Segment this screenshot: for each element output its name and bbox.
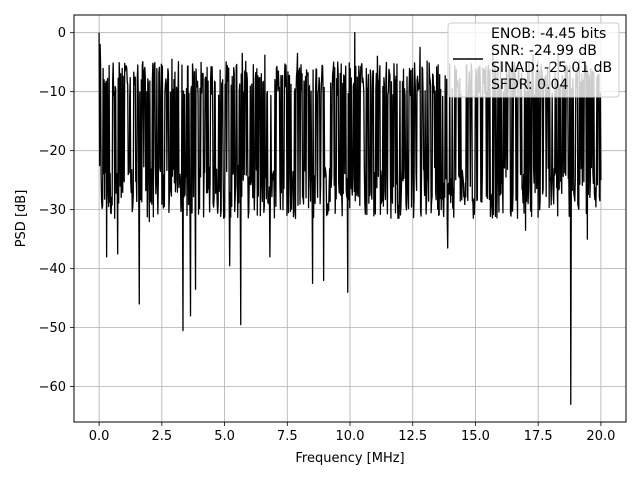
y-tick-label: −20	[39, 144, 66, 159]
y-axis-label: PSD [dB]	[14, 190, 29, 248]
x-tick-label: 15.0	[461, 429, 490, 444]
x-tick-label: 20.0	[586, 429, 615, 444]
x-tick-label: 2.5	[151, 429, 172, 444]
legend-box	[447, 22, 620, 98]
x-tick-label: 10.0	[336, 429, 365, 444]
x-tick-label: 17.5	[524, 429, 553, 444]
x-tick-label: 5.0	[214, 429, 235, 444]
legend: ENOB: -4.45 bits SNR: -24.99 dB SINAD: -…	[447, 22, 620, 98]
legend-entry-enob: ENOB: -4.45 bits	[491, 26, 606, 42]
y-tick-label: 0	[58, 26, 66, 41]
y-tick-label: −50	[39, 321, 66, 336]
x-tick-label: 0.0	[89, 429, 110, 444]
x-tick-label: 7.5	[277, 429, 298, 444]
y-tick-label: −60	[39, 380, 66, 395]
x-axis-label: Frequency [MHz]	[295, 451, 404, 466]
x-tick-label: 12.5	[398, 429, 427, 444]
legend-entry-sinad: SINAD: -25.01 dB	[491, 60, 612, 76]
y-tick-label: −30	[39, 203, 66, 218]
y-tick-label: −40	[39, 262, 66, 277]
axis-ticks: 0.0 2.5 5.0 7.5 10.0 12.5 15.0 17.5 20.0 0 −10 −20 −…	[39, 26, 616, 444]
series-layer	[98, 32, 602, 405]
series-line-psd	[98, 32, 602, 405]
legend-entry-snr: SNR: -24.99 dB	[491, 43, 597, 59]
y-tick-label: −10	[39, 85, 66, 100]
legend-entry-sfdr: SFDR: 0.04	[491, 77, 568, 93]
